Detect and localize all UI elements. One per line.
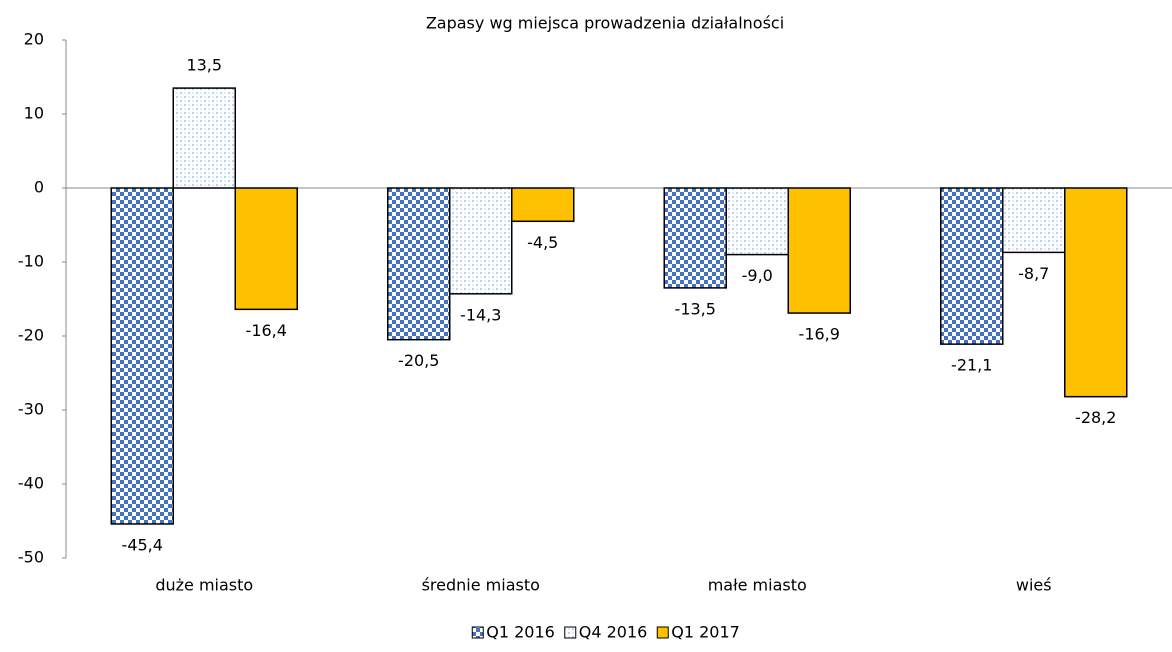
bar [940,187,1004,345]
y-tick-label: 20 [24,30,44,49]
y-tick-label: 0 [34,178,44,197]
value-label: -9,0 [742,266,773,285]
y-tick-label: -30 [18,400,44,419]
bar [172,87,236,189]
bar [110,187,174,525]
value-label: -45,4 [122,535,163,554]
legend-swatch [656,626,669,639]
bar [663,187,727,289]
value-label: -8,7 [1018,264,1049,283]
legend-swatch [471,626,484,639]
bar [725,187,789,256]
value-label: -20,5 [398,351,439,370]
value-label: -28,2 [1075,408,1116,427]
x-tick-label: małe miasto [708,576,807,595]
y-tick-label: -20 [18,326,44,345]
chart-title: Zapasy wg miejsca prowadzenia działalnoś… [426,14,784,33]
y-tick-label: -10 [18,252,44,271]
value-label: -14,3 [460,305,501,324]
y-tick-label: 10 [24,104,44,123]
bar [1002,187,1066,254]
legend-label: Q1 2017 [671,623,740,642]
x-tick-label: wieś [1016,576,1052,595]
y-tick-label: -50 [18,548,44,567]
y-tick-label: -40 [18,474,44,493]
value-label: -21,1 [951,356,992,375]
value-label: -16,9 [799,325,840,344]
bar [1064,187,1128,398]
legend-swatch [564,626,577,639]
bar [511,187,575,223]
legend-label: Q1 2016 [486,623,555,642]
legend-label: Q4 2016 [579,623,648,642]
value-label: -13,5 [675,299,716,318]
bar [787,187,851,314]
bar [234,187,298,311]
bar [449,187,513,295]
value-label: 13,5 [186,56,222,75]
x-tick-label: duże miasto [155,576,253,595]
value-label: -4,5 [527,233,558,252]
bar [387,187,451,341]
value-label: -16,4 [246,321,287,340]
x-tick-label: średnie miasto [422,576,540,595]
